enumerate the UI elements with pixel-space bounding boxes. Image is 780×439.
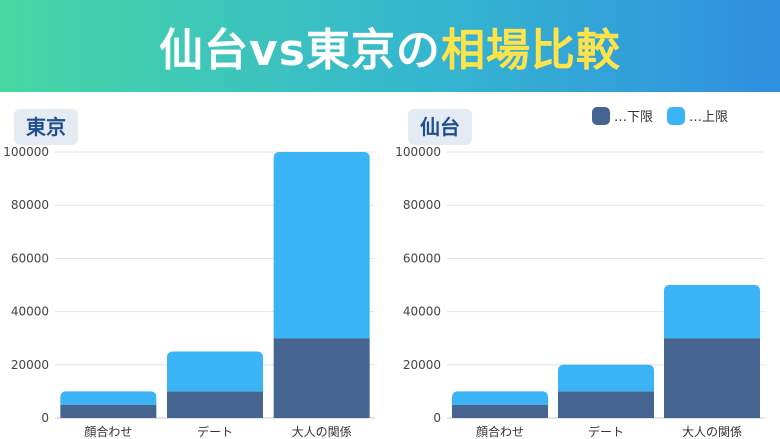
legend-item-lower: …下限 bbox=[592, 106, 653, 125]
sendai-bar-lower bbox=[452, 404, 548, 418]
tokyo-x-tick-label: 顔合わせ bbox=[84, 424, 132, 439]
sendai-y-tick-label: 40000 bbox=[403, 305, 441, 319]
tokyo-bar-lower bbox=[273, 338, 370, 418]
title-main: 仙台vs東京の bbox=[159, 25, 441, 76]
sendai-y-tick-label: 20000 bbox=[403, 358, 441, 372]
title-banner: 仙台vs東京の相場比較 bbox=[0, 0, 780, 92]
tokyo-y-tick-label: 60000 bbox=[11, 251, 49, 265]
legend-swatch-lower bbox=[592, 106, 610, 125]
sendai-y-tick-label: 80000 bbox=[403, 198, 441, 212]
sendai-y-tick-label: 0 bbox=[433, 411, 441, 425]
sendai-bar-upper bbox=[452, 391, 548, 405]
tokyo-panel-tag: 東京 bbox=[14, 109, 78, 145]
legend: …下限 …上限 bbox=[592, 106, 742, 125]
tokyo-y-tick-label: 40000 bbox=[11, 305, 49, 319]
legend-item-upper: …上限 bbox=[667, 106, 728, 125]
sendai-panel-tag: 仙台 bbox=[408, 109, 472, 145]
sendai-y-tick-label: 60000 bbox=[403, 251, 441, 265]
sendai-bar-lower bbox=[558, 391, 654, 418]
tokyo-bar-lower bbox=[60, 404, 157, 418]
page-title: 仙台vs東京の相場比較 bbox=[159, 14, 621, 78]
legend-swatch-upper bbox=[667, 106, 686, 125]
sendai-x-tick-label: デート bbox=[588, 424, 624, 439]
title-highlight: 相場比較 bbox=[440, 25, 621, 76]
legend-label-lower: …下限 bbox=[614, 110, 654, 125]
tokyo-x-tick-label: 大人の関係 bbox=[292, 425, 352, 439]
sendai-x-tick-label: 大人の関係 bbox=[682, 425, 742, 439]
tokyo-bar-upper bbox=[60, 391, 157, 405]
tokyo-y-tick-label: 80000 bbox=[11, 198, 49, 212]
sendai-y-tick-label: 100000 bbox=[395, 145, 441, 159]
tokyo-y-tick-label: 0 bbox=[41, 411, 49, 425]
tokyo-bar-upper bbox=[273, 152, 370, 339]
tokyo-bar-upper bbox=[167, 351, 263, 392]
sendai-bar-upper bbox=[664, 285, 760, 339]
sendai-bar-upper bbox=[558, 364, 654, 392]
sendai-bar-lower bbox=[664, 338, 760, 418]
tokyo-y-tick-label: 100000 bbox=[3, 145, 49, 159]
tokyo-bar-lower bbox=[167, 391, 263, 418]
tokyo-y-tick-label: 20000 bbox=[11, 358, 49, 372]
sendai-x-tick-label: 顔合わせ bbox=[476, 424, 524, 439]
tokyo-x-tick-label: デート bbox=[197, 424, 233, 439]
legend-label-upper: …上限 bbox=[689, 110, 729, 125]
